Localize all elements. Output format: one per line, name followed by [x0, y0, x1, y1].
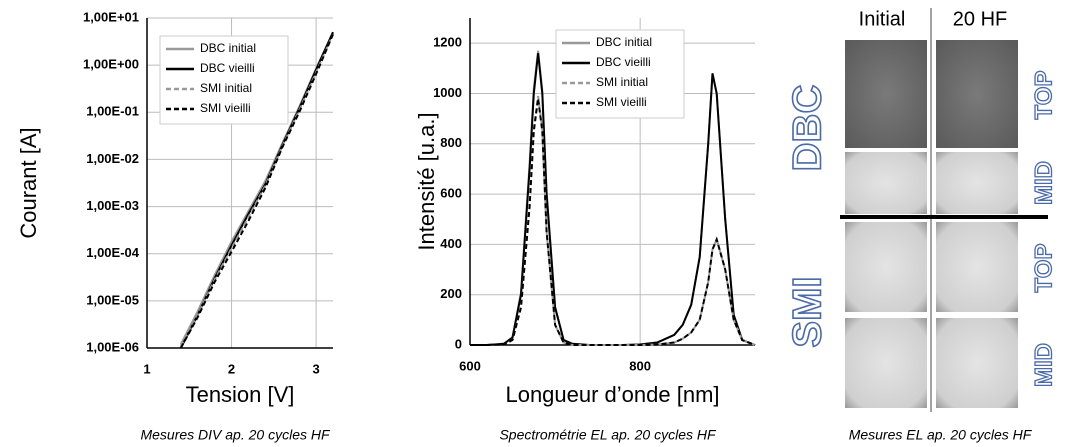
row-label: MID	[1030, 161, 1057, 205]
y-tick-label: 400	[440, 236, 462, 251]
y-tick-label: 1,00E-03	[86, 198, 139, 213]
el-image	[845, 318, 927, 408]
row-label: TOP	[1030, 71, 1057, 120]
series-line	[179, 31, 334, 349]
y-axis-title: Intensité [u.a.]	[414, 112, 439, 250]
y-axis-title: Courant [A]	[16, 127, 41, 238]
y-tick-label: 1,00E+00	[83, 57, 139, 72]
y-tick-label: 800	[440, 135, 462, 150]
x-tick-label: 3	[312, 361, 319, 376]
legend-label: SMI initial	[200, 81, 252, 95]
el-image	[845, 222, 927, 312]
legend-label: DBC vieilli	[596, 55, 651, 69]
legend-label: DBC vieilli	[200, 61, 255, 75]
legend-label: DBC initial	[200, 41, 256, 55]
x-tick-label: 1	[143, 361, 150, 376]
x-tick-label: 600	[459, 358, 481, 373]
legend-label: SMI vieilli	[596, 95, 647, 109]
el-image-panel: Initial 20 HF DBC SMI TOP MID TOP MID Me…	[785, 8, 1058, 443]
y-tick-label: 1,00E-06	[86, 339, 139, 354]
x-tick-label: 800	[629, 358, 651, 373]
series-line	[179, 33, 334, 347]
y-tick-label: 600	[440, 186, 462, 201]
caption: Spectrométrie EL ap. 20 cycles HF	[499, 427, 717, 443]
y-tick-label: 0	[455, 336, 462, 351]
y-tick-label: 1200	[433, 35, 462, 50]
group-label: SMI	[786, 276, 830, 347]
row-label: TOP	[1030, 244, 1057, 293]
caption: Mesures EL ap. 20 cycles HF	[849, 427, 1033, 443]
y-tick-label: 1,00E+01	[83, 9, 139, 24]
x-tick-label: 2	[228, 361, 235, 376]
caption: Mesures DIV ap. 20 cycles HF	[140, 427, 331, 443]
column-header: Initial	[859, 8, 906, 30]
el-image	[936, 318, 1018, 408]
el-image	[936, 222, 1018, 312]
series-line	[470, 98, 756, 346]
el-image	[845, 40, 927, 148]
y-tick-label: 200	[440, 286, 462, 301]
series-line	[179, 33, 334, 349]
legend-label: SMI initial	[596, 75, 648, 89]
y-tick-label: 1,00E-05	[86, 292, 139, 307]
row-label: MID	[1030, 343, 1057, 387]
el-image	[845, 152, 927, 214]
el-image	[936, 152, 1018, 214]
y-tick-label: 1,00E-02	[86, 151, 139, 166]
el-image	[936, 40, 1018, 148]
y-tick-label: 1,00E-01	[86, 104, 139, 119]
group-label: DBC	[786, 85, 830, 172]
y-tick-label: 1,00E-04	[86, 245, 140, 260]
legend-box	[159, 35, 289, 125]
x-axis-title: Longueur d’onde [nm]	[505, 382, 719, 407]
series-line	[470, 95, 756, 346]
x-axis-title: Tension [V]	[186, 382, 295, 407]
y-tick-label: 1000	[433, 85, 462, 100]
column-header: 20 HF	[953, 8, 1007, 30]
legend-box	[555, 29, 685, 119]
legend-label: SMI vieilli	[200, 101, 251, 115]
legend-label: DBC initial	[596, 35, 652, 49]
